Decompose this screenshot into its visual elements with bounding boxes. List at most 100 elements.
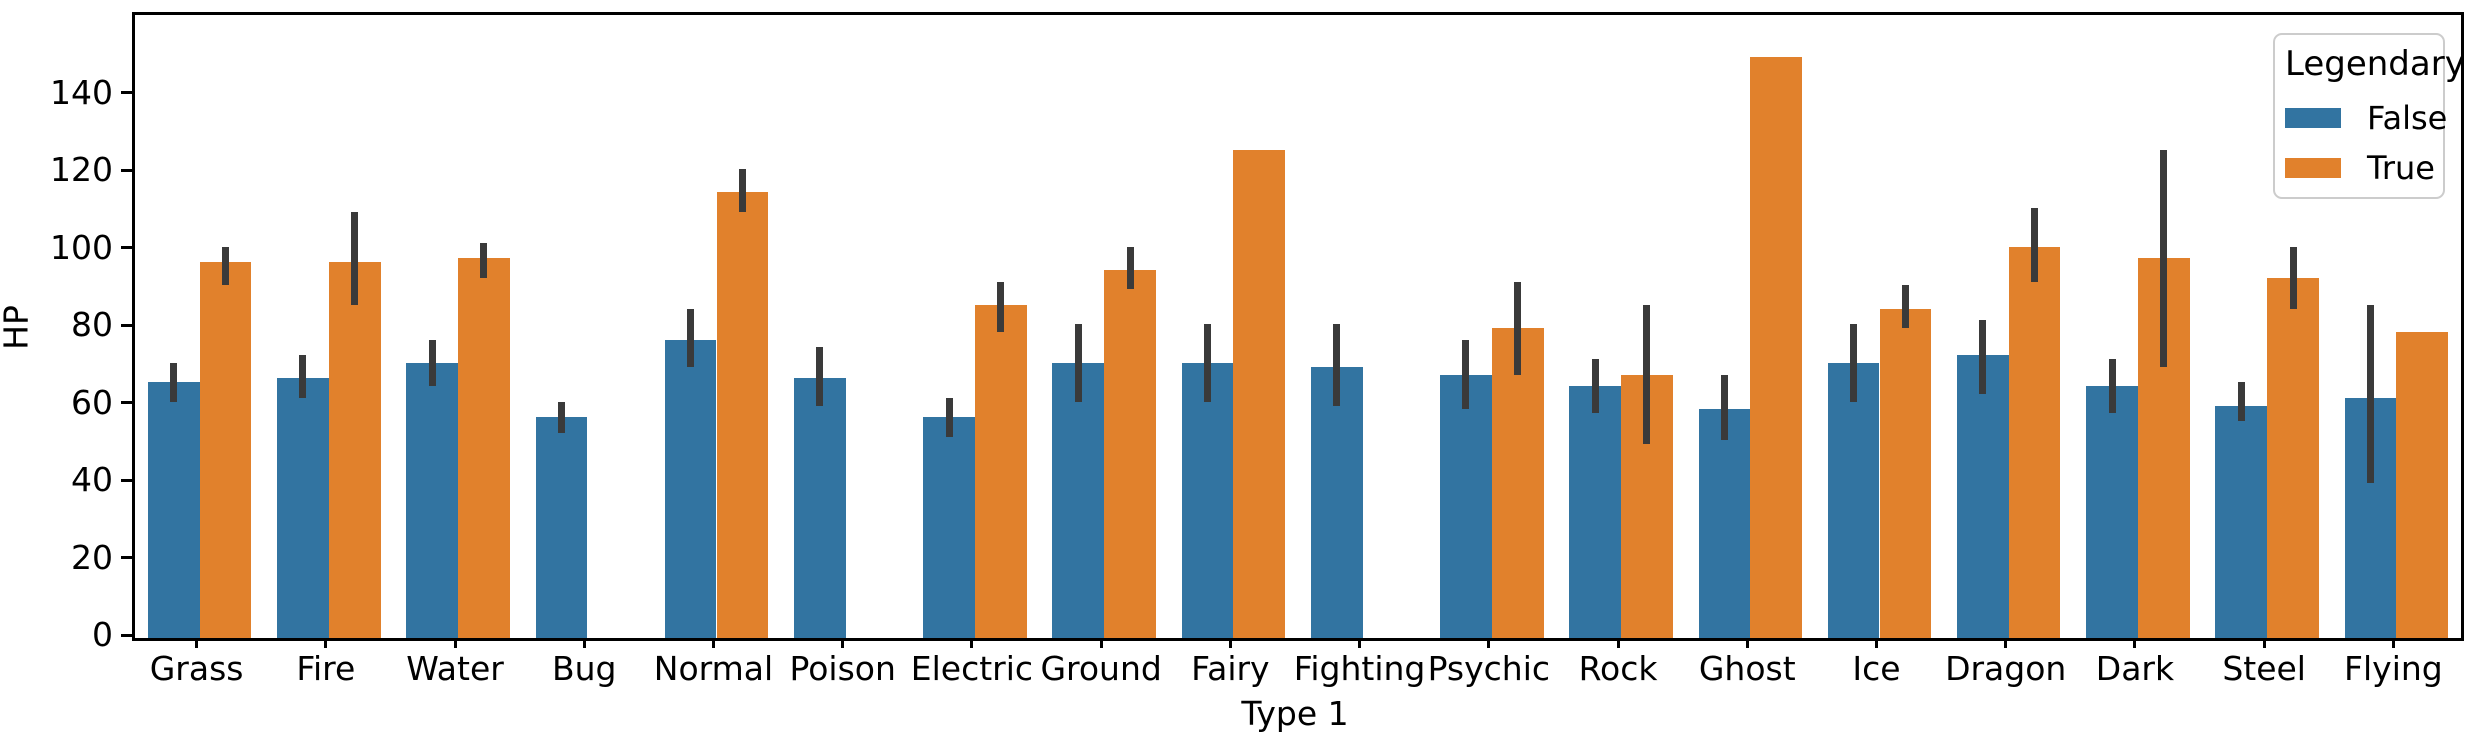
error-bar-false-normal — [687, 308, 695, 367]
y-tick-mark — [121, 168, 132, 172]
bar-false-bug — [535, 417, 588, 638]
y-tick-mark — [121, 91, 132, 95]
x-tick-label: Fire — [296, 649, 356, 688]
plot-area — [132, 12, 2464, 641]
bar-true-ghost — [1750, 56, 1802, 638]
bar-false-fire — [277, 378, 329, 638]
error-bar-false-flying — [2367, 304, 2375, 484]
x-tick-label: Steel — [2222, 649, 2306, 688]
x-tick-label: Rock — [1578, 649, 1658, 688]
bar-false-ground — [1052, 362, 1105, 638]
bar-false-poison — [794, 378, 846, 638]
bar-true-water — [458, 258, 510, 638]
error-bar-false-dragon — [1979, 320, 1987, 394]
error-bar-false-fighting — [1333, 324, 1341, 406]
x-tick-label: Psychic — [1427, 649, 1551, 688]
error-bar-false-dark — [2108, 359, 2116, 414]
x-tick-mark — [841, 638, 845, 648]
x-tick-mark — [2133, 638, 2137, 648]
x-tick-label: Dragon — [1945, 649, 2067, 688]
bar-false-psychic — [1440, 374, 1492, 638]
error-bar-false-water — [428, 339, 436, 387]
x-tick-label: Normal — [653, 649, 774, 688]
x-tick-mark — [1358, 638, 1362, 648]
bar-true-psychic — [1491, 328, 1544, 638]
y-tick-mark — [121, 246, 132, 250]
legend-entry-true: True — [2285, 149, 2435, 187]
y-tick-label: 120 — [50, 150, 113, 190]
x-tick-label: Electric — [910, 649, 1034, 688]
error-bar-true-fire — [351, 211, 359, 305]
x-tick-mark — [324, 638, 328, 648]
bar-true-ground — [1104, 269, 1156, 638]
x-tick-label: Grass — [149, 649, 244, 688]
x-tick-label: Ghost — [1698, 649, 1796, 688]
bar-true-ice — [1879, 308, 1932, 638]
legend-title: Legendary — [2285, 44, 2465, 84]
bar-true-electric — [974, 304, 1027, 638]
x-tick-mark — [2262, 638, 2266, 648]
error-bar-true-water — [480, 242, 488, 278]
x-tick-label: Ground — [1040, 649, 1162, 688]
legend: Legendary False True — [2273, 33, 2465, 199]
legend-swatch-true — [2285, 158, 2341, 178]
error-bar-true-rock — [1643, 304, 1651, 445]
bar-true-flying — [2396, 331, 2449, 638]
x-tick-mark — [1745, 638, 1749, 648]
error-bar-false-rock — [1591, 359, 1599, 414]
y-tick-mark — [121, 323, 132, 327]
error-bar-false-psychic — [1462, 339, 1470, 410]
x-tick-mark — [1487, 638, 1491, 648]
y-tick-label: 40 — [71, 460, 113, 500]
bar-true-dragon — [2008, 246, 2061, 638]
x-tick-label: Fairy — [1191, 649, 1270, 688]
error-bar-true-ice — [1901, 285, 1909, 329]
bar-false-water — [406, 362, 459, 638]
error-bar-false-steel — [2237, 382, 2245, 422]
y-tick-mark — [121, 478, 132, 482]
x-tick-mark — [970, 638, 974, 648]
bar-true-fairy — [1233, 149, 1286, 638]
error-bar-true-dragon — [2031, 207, 2039, 282]
x-tick-label: Water — [406, 649, 504, 688]
x-tick-label: Flying — [2344, 649, 2443, 688]
x-tick-mark — [712, 638, 715, 648]
x-tick-mark — [453, 638, 457, 648]
x-tick-label: Fighting — [1293, 649, 1426, 688]
x-tick-mark — [582, 638, 586, 648]
error-bar-false-poison — [816, 347, 824, 406]
error-bar-false-fairy — [1204, 324, 1212, 402]
y-tick-label: 60 — [71, 382, 113, 422]
x-tick-mark — [1099, 638, 1103, 648]
error-bar-false-bug — [557, 401, 565, 433]
legend-label-true: True — [2367, 149, 2435, 187]
x-tick-mark — [1875, 638, 1878, 648]
error-bar-false-electric — [945, 397, 953, 437]
error-bar-true-grass — [221, 246, 229, 286]
error-bar-false-ice — [1850, 324, 1858, 402]
bar-true-normal — [716, 192, 769, 638]
bar-true-grass — [199, 262, 252, 638]
bar-false-grass — [147, 382, 200, 638]
bar-false-ghost — [1698, 409, 1751, 638]
y-tick-label: 0 — [92, 615, 113, 654]
x-tick-label: Dark — [2095, 649, 2175, 688]
legend-swatch-false — [2285, 108, 2341, 128]
error-bar-false-fire — [299, 355, 307, 398]
y-tick-mark — [121, 556, 132, 559]
x-tick-mark — [2391, 638, 2395, 648]
x-tick-label: Ice — [1852, 649, 1901, 688]
error-bar-true-psychic — [1514, 281, 1522, 375]
x-axis-label: Type 1 — [1241, 694, 1349, 733]
y-tick-label: 20 — [71, 537, 113, 577]
bar-false-normal — [664, 339, 717, 638]
bar-false-ice — [1827, 362, 1880, 638]
bar-false-fighting — [1310, 366, 1363, 638]
error-bar-true-dark — [2160, 149, 2168, 367]
bar-true-steel — [2267, 277, 2319, 638]
x-tick-mark — [2004, 638, 2008, 648]
error-bar-false-ghost — [1720, 374, 1728, 441]
legend-entry-false: False — [2285, 101, 2447, 135]
error-bar-false-ground — [1074, 324, 1082, 402]
